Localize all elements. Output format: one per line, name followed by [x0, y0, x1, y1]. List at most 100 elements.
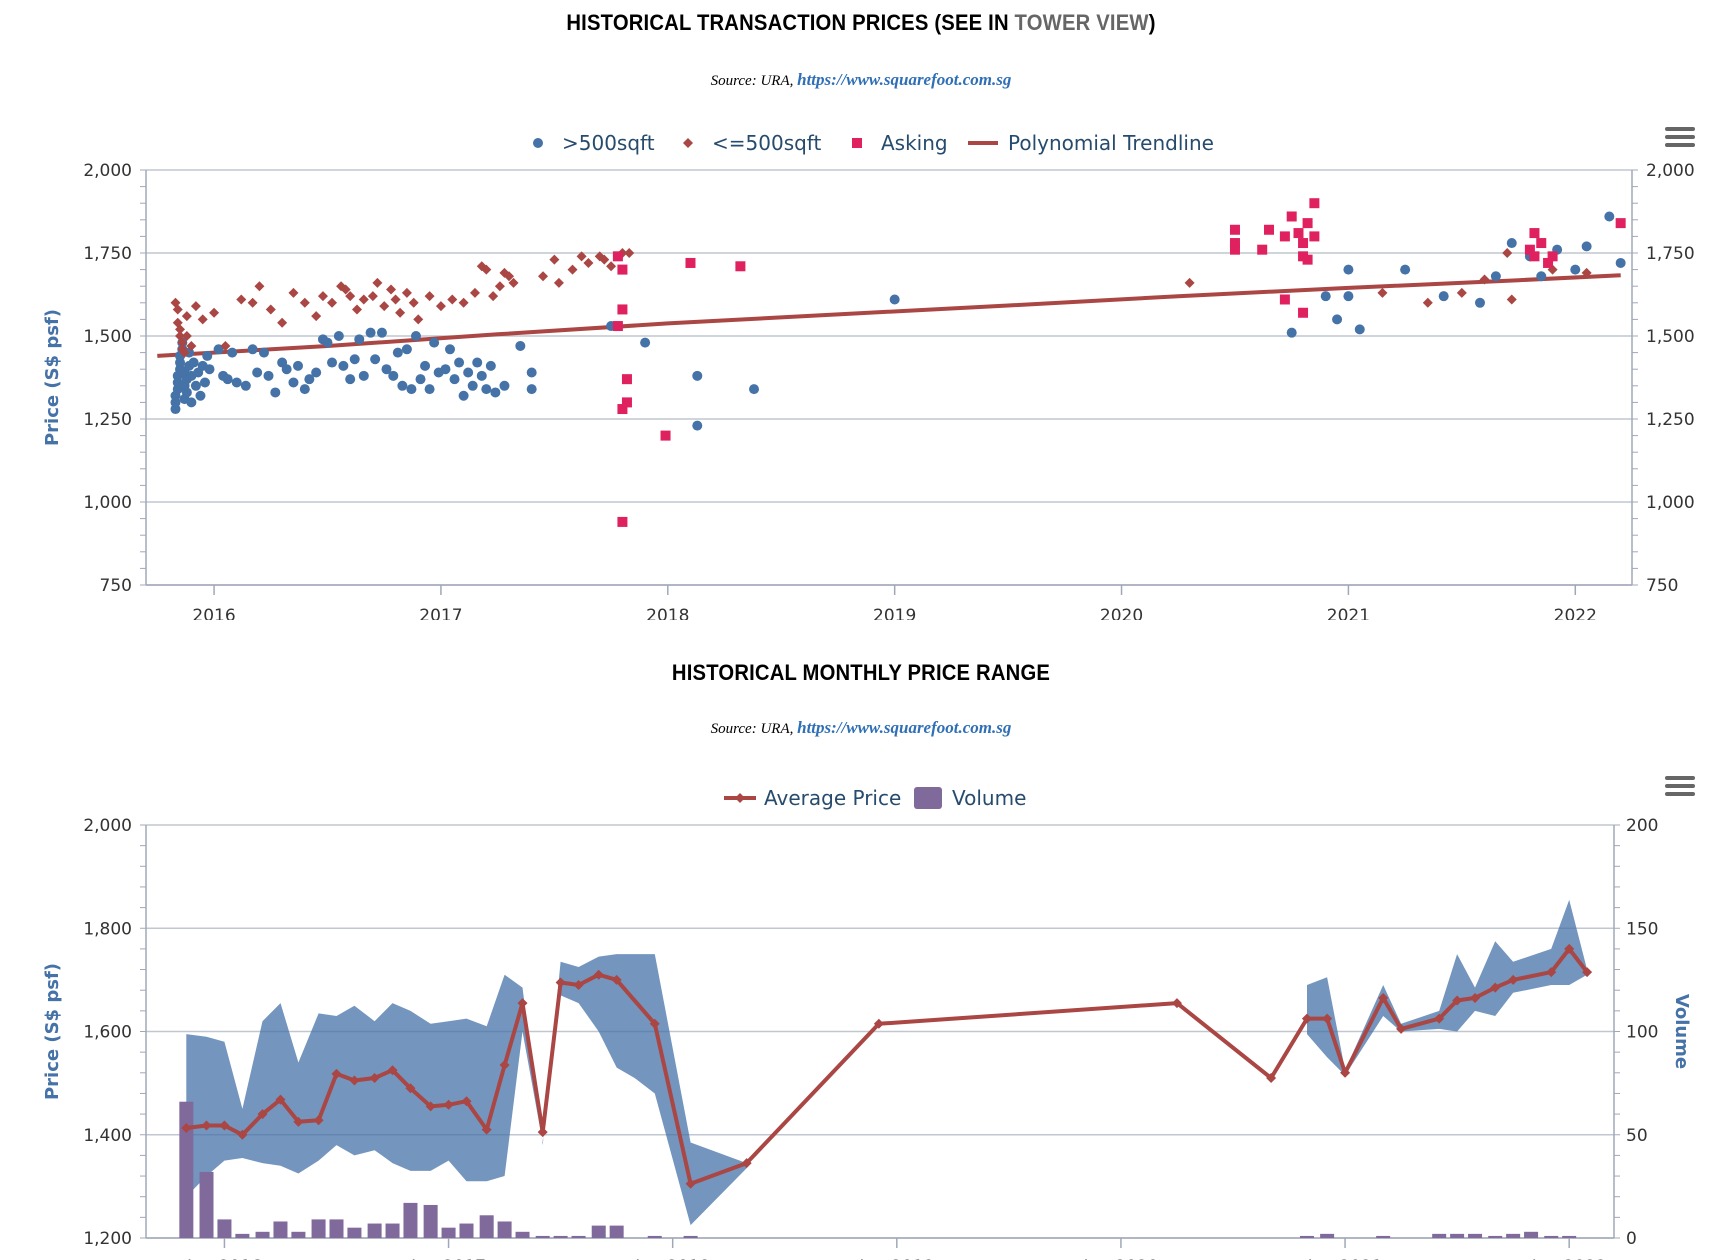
point-le500sqft — [1502, 248, 1513, 258]
point-asking — [735, 261, 746, 272]
point-le500sqft — [1456, 287, 1467, 298]
point-le500sqft — [209, 307, 220, 318]
chart2-y2tick-label: 150 — [1626, 919, 1658, 939]
volume-bar — [329, 1219, 344, 1238]
chart2-xtick-label: Jan 2021 — [1307, 1257, 1383, 1260]
chart1-source-label: Source: URA, — [710, 73, 794, 89]
point-le500sqft — [538, 271, 549, 282]
point-gt500sqft — [370, 354, 381, 365]
point-asking — [1264, 224, 1275, 235]
point-gt500sqft — [415, 374, 426, 385]
chart2-price-range: 2,000 1,800 1,600 1,400 1,200 200 150 100 50 0 Jan… — [42, 786, 1692, 1260]
chart1-ytick-label: 1,500 — [83, 327, 132, 347]
chart2-y2label: Volume — [1671, 994, 1692, 1069]
point-asking — [1543, 257, 1554, 268]
point-gt500sqft — [202, 350, 213, 361]
point-le500sqft — [408, 297, 419, 308]
point-gt500sqft — [1343, 264, 1354, 275]
point-le500sqft — [181, 331, 192, 341]
average-price-point — [331, 1068, 342, 1079]
point-asking — [1536, 238, 1547, 249]
point-gt500sqft — [1490, 271, 1501, 282]
average-price-point — [1301, 1013, 1312, 1024]
point-gt500sqft — [333, 331, 344, 341]
point-asking — [1229, 224, 1240, 235]
point-asking — [1615, 218, 1626, 229]
point-gt500sqft — [231, 377, 242, 388]
point-gt500sqft — [195, 390, 206, 401]
point-gt500sqft — [1506, 238, 1517, 249]
price-range-area-late — [1307, 899, 1588, 1076]
average-price-point — [275, 1094, 286, 1105]
point-gt500sqft — [311, 367, 322, 378]
volume-bar — [1432, 1233, 1447, 1238]
average-price-point — [425, 1101, 436, 1112]
chart1-xtick-label: 2018 — [646, 606, 689, 620]
tower-view-link[interactable]: TOWER VIEW — [1014, 10, 1149, 35]
volume-bar — [683, 1235, 698, 1238]
point-le500sqft — [1506, 294, 1517, 305]
point-gt500sqft — [227, 347, 238, 358]
point-le500sqft — [401, 287, 412, 298]
chart2-xtick-label: Jan 2019 — [858, 1257, 934, 1260]
point-gt500sqft — [190, 380, 201, 391]
chart1-menu-icon[interactable] — [1665, 127, 1695, 151]
chart2-menu-icon[interactable] — [1665, 776, 1695, 800]
point-gt500sqft — [345, 374, 356, 385]
point-asking — [617, 404, 628, 415]
point-gt500sqft — [424, 384, 435, 395]
volume-bar — [291, 1231, 306, 1238]
legend-average-price-label: Average Price — [764, 786, 901, 810]
point-gt500sqft — [401, 344, 412, 355]
volume-bar — [441, 1227, 456, 1238]
trendline-series — [157, 273, 1621, 358]
average-price-point — [1171, 998, 1182, 1009]
point-gt500sqft — [1343, 291, 1354, 302]
point-gt500sqft — [181, 387, 192, 398]
volume-bar — [479, 1215, 494, 1238]
chart2-xtick-label: Jan 2018 — [634, 1257, 710, 1260]
point-gt500sqft — [406, 384, 417, 395]
point-gt500sqft — [485, 360, 496, 371]
point-gt500sqft — [692, 370, 703, 381]
price-range-area — [186, 954, 747, 1226]
point-asking — [660, 430, 671, 441]
point-le500sqft — [358, 294, 369, 305]
average-price-point — [1452, 995, 1463, 1006]
point-gt500sqft — [1286, 327, 1297, 338]
point-asking — [1293, 228, 1304, 239]
point-le500sqft — [424, 291, 435, 302]
average-price-point — [443, 1099, 454, 1110]
volume-bar — [1488, 1235, 1503, 1238]
volume-bar — [1544, 1235, 1559, 1238]
chart2-xtick-label: Jan 2016 — [186, 1257, 262, 1260]
volume-bar — [1524, 1231, 1539, 1238]
point-gt500sqft — [472, 357, 483, 368]
point-le500sqft — [576, 251, 587, 262]
point-gt500sqft — [288, 377, 299, 388]
point-gt500sqft — [252, 367, 263, 378]
point-le500sqft — [190, 301, 201, 312]
point-le500sqft — [379, 301, 390, 312]
point-asking — [617, 516, 628, 527]
point-gt500sqft — [365, 327, 376, 338]
average-price-point — [1582, 967, 1593, 978]
chart1-title-close: ) — [1148, 10, 1156, 35]
average-price-point — [349, 1075, 360, 1086]
point-gt500sqft — [1536, 271, 1547, 282]
point-gt500sqft — [692, 420, 703, 431]
legend-asking-marker — [852, 138, 862, 148]
volume-bar — [273, 1221, 288, 1238]
chart2-source-link[interactable]: https://www.squarefoot.com.sg — [797, 718, 1012, 737]
chart1-source-link[interactable]: https://www.squarefoot.com.sg — [797, 70, 1012, 89]
average-price-point — [461, 1096, 472, 1107]
volume-bar — [385, 1223, 400, 1238]
average-price-point — [1378, 992, 1389, 1003]
point-gt500sqft — [420, 360, 431, 371]
point-gt500sqft — [213, 344, 224, 355]
average-price-point — [1564, 943, 1575, 954]
point-gt500sqft — [1332, 314, 1343, 325]
point-le500sqft — [435, 301, 446, 312]
point-asking — [1257, 244, 1268, 255]
point-le500sqft — [494, 281, 505, 292]
